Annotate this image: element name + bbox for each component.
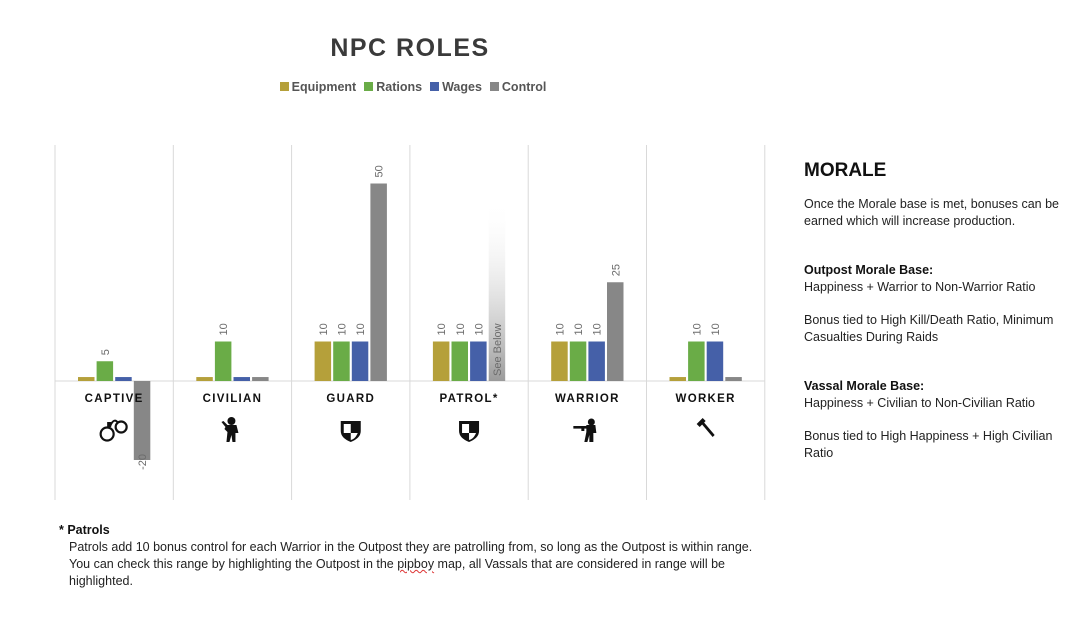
vassal-morale-bonus: Bonus tied to High Happiness + High Civi… [804, 429, 1053, 460]
vassal-morale-text: Happiness + Civilian to Non-Civilian Rat… [804, 396, 1036, 410]
footnote-text-part2: map, all Vassals that are considered in … [69, 557, 725, 588]
legend-item-rations: Rations [364, 80, 422, 94]
data-label: 10 [355, 323, 367, 335]
bar-rations-worker [688, 341, 705, 381]
legend-swatch [279, 82, 289, 91]
civilian-icon [221, 417, 239, 442]
category-label: CIVILIAN [203, 393, 263, 405]
bar-control-guard [370, 183, 387, 381]
data-label: 25 [610, 264, 622, 276]
handcuffs-icon [99, 419, 128, 442]
shield-icon [340, 421, 361, 442]
bar-rations-guard [333, 341, 350, 381]
legend-swatch [430, 82, 440, 91]
bar-rations-civilian [214, 341, 232, 381]
data-label: -20 [137, 454, 149, 470]
bar-rations-warrior [569, 341, 587, 381]
outpost-morale-heading: Outpost Morale Base: [804, 263, 934, 277]
footnote: * Patrols Patrols add 10 bonus control f… [59, 522, 759, 590]
category-label: WARRIOR [555, 393, 620, 405]
bar-equipment-warrior [551, 341, 568, 381]
data-label: 10 [554, 323, 566, 335]
legend-label: Equipment [291, 80, 357, 94]
footnote-text-part1: Patrols add 10 bonus control for each Wa… [69, 540, 753, 571]
category-label: GUARD [326, 393, 375, 405]
footnote-text: Patrols add 10 bonus control for each Wa… [69, 539, 759, 590]
bar-equipment-patrol [432, 341, 450, 381]
morale-intro: Once the Morale base is met, bonuses can… [804, 197, 1060, 228]
bar-equipment-civilian [196, 377, 213, 381]
bar-rations-captive [96, 361, 114, 381]
bar-wages-guard [351, 341, 369, 381]
legend-item-control: Control [489, 80, 547, 94]
bar-equipment-worker [669, 377, 686, 381]
bar-note-label: See Below [492, 323, 504, 376]
outpost-morale-text: Happiness + Warrior to Non-Warrior Ratio [804, 280, 1036, 294]
legend-label: Rations [376, 80, 423, 94]
data-label: 10 [592, 323, 604, 335]
bar-control-patrol [488, 200, 506, 381]
category-label: PATROL* [439, 393, 498, 405]
bar-wages-patrol [470, 341, 487, 381]
bar-control-civilian [252, 377, 269, 381]
hammer-icon [696, 418, 715, 437]
soldier-icon [573, 418, 597, 442]
data-label: 10 [318, 323, 330, 335]
bar-rations-patrol [451, 341, 468, 381]
data-label: 5 [100, 349, 112, 355]
bar-wages-captive [115, 377, 132, 381]
vassal-morale-heading: Vassal Morale Base: [804, 379, 925, 393]
data-label: 50 [374, 165, 386, 177]
data-label: 10 [436, 323, 448, 335]
legend-swatch [489, 82, 499, 91]
data-label: 10 [573, 323, 585, 335]
shield-icon [459, 421, 480, 442]
footnote-heading: * Patrols [59, 523, 110, 537]
bar-wages-warrior [588, 341, 605, 381]
bar-control-warrior [607, 282, 624, 381]
data-label: 10 [691, 323, 703, 335]
data-label: 10 [710, 323, 722, 335]
outpost-morale-bonus: Bonus tied to High Kill/Death Ratio, Min… [804, 313, 1054, 344]
legend-item-wages: Wages [430, 80, 482, 94]
chart-title: NPC ROLES [330, 34, 490, 62]
bar-equipment-guard [314, 341, 332, 381]
bar-control-captive [133, 381, 151, 460]
legend-label: Wages [442, 80, 482, 94]
legend: Equipment Rations Wages Control [0, 80, 826, 94]
morale-title: MORALE [804, 160, 887, 181]
footnote-misspelled-word: pipboy [397, 557, 435, 571]
bar-wages-worker [706, 341, 724, 381]
category-label: CAPTIVE [85, 393, 144, 405]
legend-swatch [364, 82, 374, 91]
bar-wages-civilian [233, 377, 250, 381]
morale-panel: MORALE Once the Morale base is met, bonu… [804, 160, 1064, 478]
bar-control-worker [725, 377, 742, 381]
data-label: 10 [336, 323, 348, 335]
data-label: 10 [218, 323, 230, 335]
chart-plot: 5 -20 CAPTIVE 10 CIVILIAN 10 10 10 50 GUARD 10 10 10… [54, 145, 766, 500]
legend-label: Control [501, 80, 547, 94]
data-label: 10 [473, 323, 485, 335]
category-label: WORKER [676, 393, 736, 405]
legend-item-equipment: Equipment [279, 80, 357, 94]
data-label: 10 [455, 323, 467, 335]
bar-equipment-captive [78, 377, 95, 381]
